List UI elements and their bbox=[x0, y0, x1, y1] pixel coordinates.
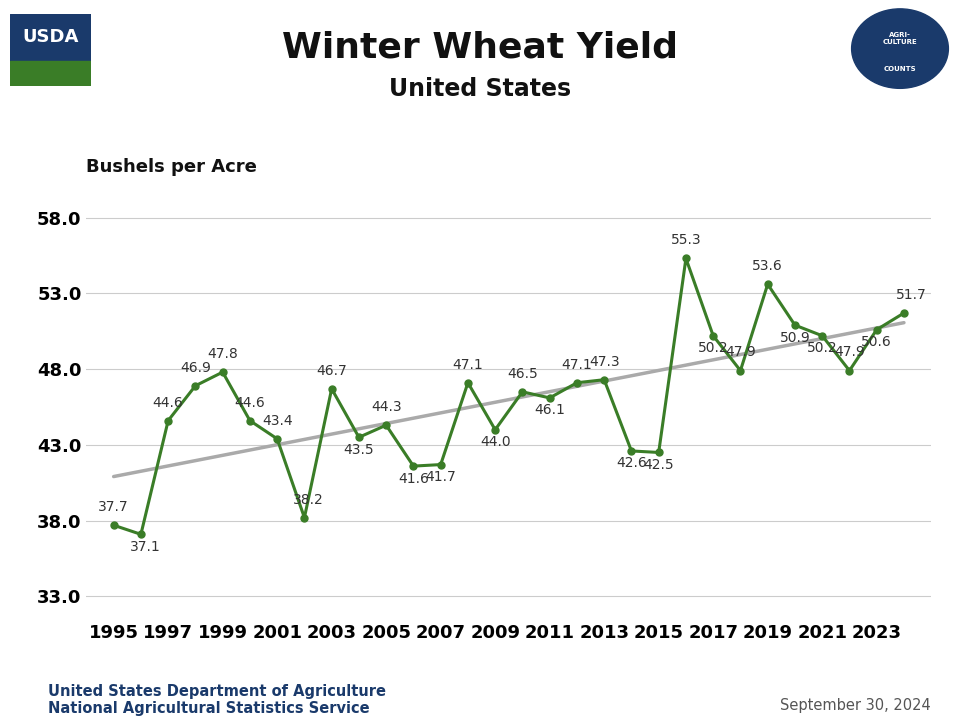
Text: September 30, 2024: September 30, 2024 bbox=[780, 698, 931, 713]
Text: United States Department of Agriculture
National Agricultural Statistics Service: United States Department of Agriculture … bbox=[48, 684, 386, 716]
Text: 44.6: 44.6 bbox=[153, 395, 183, 410]
Text: 44.3: 44.3 bbox=[371, 400, 401, 414]
Text: 44.6: 44.6 bbox=[234, 395, 265, 410]
Text: 46.9: 46.9 bbox=[180, 361, 211, 374]
Text: Bushels per Acre: Bushels per Acre bbox=[86, 158, 257, 176]
Text: 50.9: 50.9 bbox=[780, 330, 810, 345]
Text: Winter Wheat Yield: Winter Wheat Yield bbox=[282, 31, 678, 65]
FancyBboxPatch shape bbox=[10, 14, 91, 61]
Text: 53.6: 53.6 bbox=[753, 259, 783, 273]
Text: 50.2: 50.2 bbox=[807, 341, 837, 355]
Text: 50.6: 50.6 bbox=[861, 335, 892, 349]
Text: 47.1: 47.1 bbox=[562, 358, 592, 372]
Text: 37.7: 37.7 bbox=[98, 500, 129, 514]
Text: 43.5: 43.5 bbox=[344, 443, 374, 456]
Text: 44.0: 44.0 bbox=[480, 435, 511, 449]
Text: 43.4: 43.4 bbox=[262, 414, 293, 428]
Text: 55.3: 55.3 bbox=[671, 233, 701, 248]
Text: 42.5: 42.5 bbox=[643, 458, 674, 472]
Text: 42.6: 42.6 bbox=[616, 456, 647, 470]
Text: 51.7: 51.7 bbox=[896, 288, 926, 302]
Text: USDA: USDA bbox=[22, 28, 79, 46]
Text: 38.2: 38.2 bbox=[293, 492, 324, 507]
Circle shape bbox=[852, 9, 948, 89]
Text: 50.2: 50.2 bbox=[698, 341, 729, 355]
Text: 47.9: 47.9 bbox=[834, 346, 865, 359]
Text: United States: United States bbox=[389, 77, 571, 101]
Text: 37.1: 37.1 bbox=[130, 540, 160, 554]
Text: COUNTS: COUNTS bbox=[884, 66, 916, 72]
FancyBboxPatch shape bbox=[10, 61, 91, 86]
Text: 41.6: 41.6 bbox=[398, 472, 429, 485]
Text: 46.1: 46.1 bbox=[534, 403, 565, 418]
Text: 46.7: 46.7 bbox=[316, 364, 347, 378]
Text: 47.3: 47.3 bbox=[588, 354, 619, 369]
Text: 41.7: 41.7 bbox=[425, 470, 456, 484]
Text: 47.8: 47.8 bbox=[207, 347, 238, 361]
Text: 46.5: 46.5 bbox=[507, 366, 538, 381]
Text: 47.9: 47.9 bbox=[725, 346, 756, 359]
Text: 47.1: 47.1 bbox=[452, 358, 483, 372]
Text: AGRI-
CULTURE: AGRI- CULTURE bbox=[882, 32, 918, 45]
